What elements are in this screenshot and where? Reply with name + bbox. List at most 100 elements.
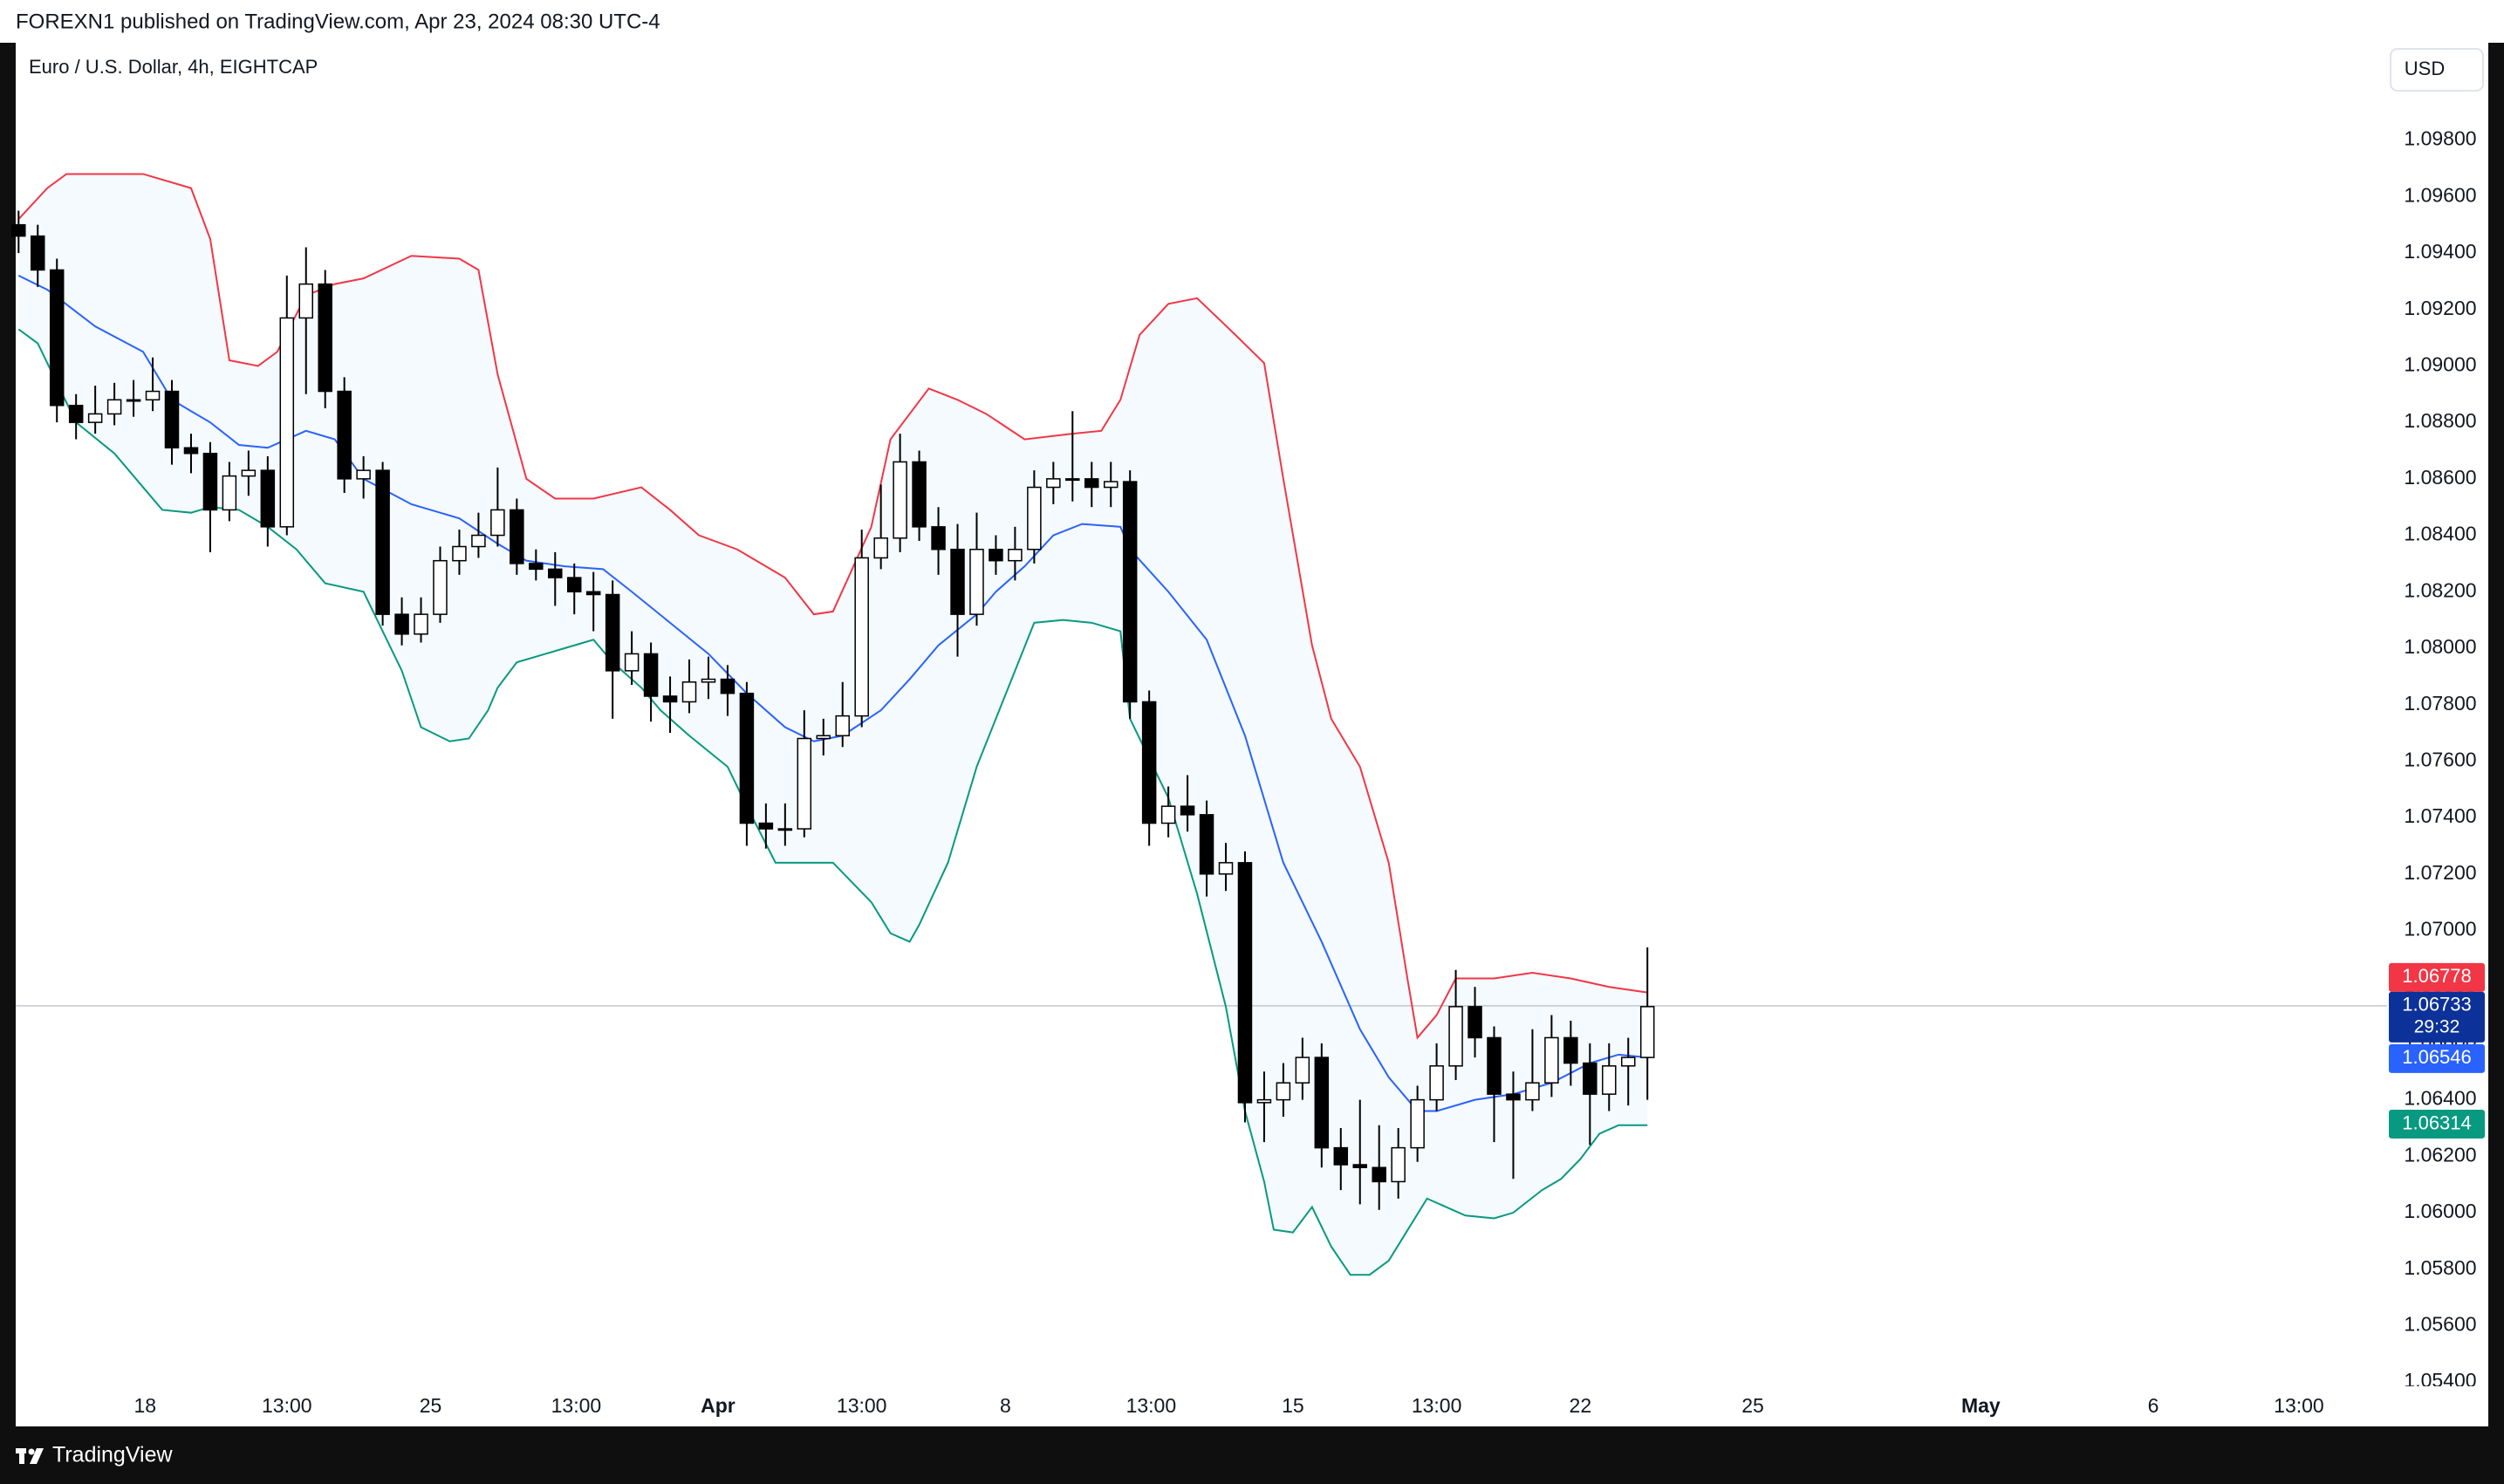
candle-body — [1027, 486, 1042, 551]
y-tick-label: 1.06000 — [2404, 1200, 2476, 1222]
y-tick-label: 1.05600 — [2404, 1313, 2476, 1336]
candle-body — [643, 653, 659, 697]
price-badge-label: 1.06778 — [2402, 965, 2472, 987]
candle-body — [87, 413, 103, 423]
candle-body — [1084, 478, 1099, 489]
candle-body — [1391, 1146, 1406, 1183]
candle-body — [816, 735, 831, 740]
candle-body — [720, 678, 735, 694]
candle-body — [835, 715, 850, 737]
x-tick-label: 13:00 — [262, 1394, 312, 1417]
candle-body — [931, 526, 946, 551]
x-tick-label: 8 — [1000, 1394, 1011, 1417]
candle-body — [414, 613, 428, 635]
footer-logo — [16, 1448, 44, 1464]
candle-body — [548, 568, 563, 578]
candle-body — [1008, 548, 1023, 562]
candle-body — [950, 548, 965, 615]
candle-body — [1448, 1006, 1463, 1067]
y-tick-label: 1.07200 — [2404, 861, 2476, 884]
candle-body — [797, 737, 812, 830]
candle-body — [1525, 1082, 1540, 1101]
x-tick-label: 6 — [2148, 1394, 2159, 1417]
candle-body — [145, 390, 161, 401]
y-tick-label: 1.09200 — [2404, 297, 2476, 319]
x-tick-label: 22 — [1570, 1394, 1592, 1417]
candle-body — [1506, 1093, 1521, 1101]
candle-body — [1237, 862, 1253, 1104]
candle-body — [1295, 1057, 1310, 1084]
candle-body — [777, 828, 793, 831]
candle-body — [337, 390, 352, 480]
y-tick-label: 1.09000 — [2404, 353, 2476, 376]
candle-body — [1103, 481, 1119, 489]
band-line — [17, 328, 1648, 1276]
candle-body — [1468, 1006, 1482, 1039]
x-tick-label: 25 — [1741, 1394, 1764, 1417]
candle-body — [1199, 814, 1214, 875]
candle-body — [356, 469, 371, 480]
price-badge — [2389, 1109, 2485, 1139]
x-tick-label: 25 — [420, 1394, 442, 1417]
logo-part — [19, 1448, 24, 1464]
logo-part — [28, 1448, 35, 1455]
candle-body — [529, 563, 544, 571]
price-badge — [2389, 962, 2485, 992]
candle-body — [471, 534, 486, 548]
candle-body — [1141, 701, 1157, 824]
time-axis — [16, 1386, 2488, 1426]
band-line — [17, 173, 1648, 1040]
candle-body — [394, 613, 409, 635]
candle-body — [873, 537, 888, 559]
x-tick-label: 15 — [1282, 1394, 1304, 1417]
candle-body — [1218, 862, 1234, 875]
candle-body — [68, 404, 84, 423]
currency-button[interactable] — [2390, 48, 2484, 92]
x-tick-label: 13:00 — [1126, 1394, 1177, 1417]
candle-body — [585, 591, 601, 596]
x-tick-label: 13:00 — [837, 1394, 887, 1417]
candle-body — [106, 399, 122, 415]
candle-body — [681, 681, 697, 703]
candle-body — [31, 235, 45, 271]
candle-body — [989, 548, 1003, 562]
candle-body — [739, 692, 755, 824]
candle-body — [1602, 1065, 1617, 1095]
y-tick-label: 1.08200 — [2404, 578, 2476, 601]
price-badge-label: 1.06546 — [2402, 1046, 2472, 1068]
candle-body — [1333, 1146, 1349, 1166]
candle-body — [854, 557, 869, 717]
plot-area — [11, 173, 2387, 1276]
candle-body — [1046, 478, 1061, 489]
y-tick-label: 1.09400 — [2404, 240, 2476, 263]
candle-body — [183, 447, 199, 455]
candle-body — [758, 822, 774, 830]
candle-body — [701, 678, 716, 683]
candle-body — [1122, 481, 1138, 703]
currency-label[interactable]: USD — [2405, 58, 2445, 79]
candle-body — [662, 695, 678, 703]
chart-frame — [16, 43, 2488, 1426]
candle-body — [11, 223, 26, 237]
chart-title: Euro / U.S. Dollar, 4h, EIGHTCAP — [29, 56, 318, 78]
candle-body — [1429, 1065, 1444, 1101]
candle-body — [1583, 1062, 1597, 1095]
candle-body — [893, 461, 907, 539]
x-tick-label: 13:00 — [1412, 1394, 1462, 1417]
y-tick-label: 1.05800 — [2404, 1256, 2476, 1279]
candle-body — [1487, 1036, 1502, 1095]
candle-body — [566, 577, 582, 593]
candle-body — [1065, 478, 1080, 482]
candle-body — [1180, 805, 1195, 816]
candle-body — [1639, 1006, 1655, 1058]
candle-body — [624, 653, 640, 672]
candle-body — [912, 461, 927, 528]
y-tick-label: 1.07800 — [2404, 692, 2476, 715]
candle-body — [222, 475, 237, 511]
x-tick-label: May — [1961, 1394, 2001, 1417]
candle-body — [433, 559, 448, 615]
candle-body — [1544, 1036, 1559, 1084]
y-tick-label: 1.08800 — [2404, 409, 2476, 432]
